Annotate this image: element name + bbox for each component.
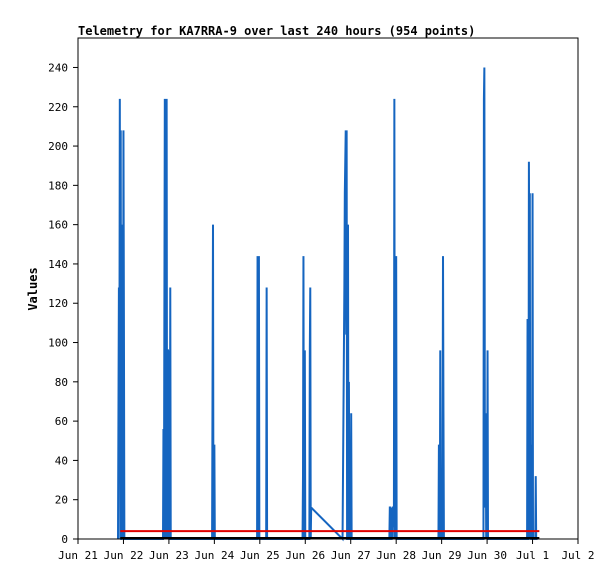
- y-tick-label: 160: [48, 219, 68, 232]
- y-tick-label: 20: [55, 494, 68, 507]
- y-tick-label: 140: [48, 258, 68, 271]
- plot-frame: [77, 37, 579, 540]
- y-tick-label: 240: [48, 61, 68, 74]
- x-tick-label: Jun 23: [149, 549, 189, 562]
- series-line-0: [117, 67, 538, 542]
- plot-area: [117, 67, 540, 542]
- x-tick-label: Jun 22: [104, 549, 144, 562]
- x-tick-label: Jun 26: [285, 549, 325, 562]
- y-tick-label: 80: [55, 376, 68, 389]
- x-tick-label: Jul 1: [516, 549, 549, 562]
- x-tick-label: Jun 24: [194, 549, 234, 562]
- y-tick-label: 0: [61, 533, 68, 546]
- x-tick-label: Jun 27: [331, 549, 371, 562]
- y-tick-label: 40: [55, 454, 68, 467]
- chart-title: Telemetry for KA7RRA-9 over last 240 hou…: [78, 24, 475, 38]
- x-tick-label: Jun 28: [376, 549, 416, 562]
- x-tick-label: Jun 30: [467, 549, 507, 562]
- x-tick-label: Jun 21: [58, 549, 98, 562]
- y-tick-label: 180: [48, 179, 68, 192]
- x-tick-label: Jul 2: [561, 549, 594, 562]
- x-tick-label: Jun 25: [240, 549, 280, 562]
- y-tick-label: 200: [48, 140, 68, 153]
- x-tick-label: Jun 29: [422, 549, 462, 562]
- axes: 0 20 40 60 80 100 120 140 160 180 200 220 240 Jun 21 J…: [48, 61, 594, 562]
- y-tick-label: 60: [55, 415, 68, 428]
- y-tick-label: 120: [48, 297, 68, 310]
- y-axis-label: Values: [26, 267, 40, 310]
- y-tick-label: 220: [48, 101, 68, 114]
- y-tick-label: 100: [48, 337, 68, 350]
